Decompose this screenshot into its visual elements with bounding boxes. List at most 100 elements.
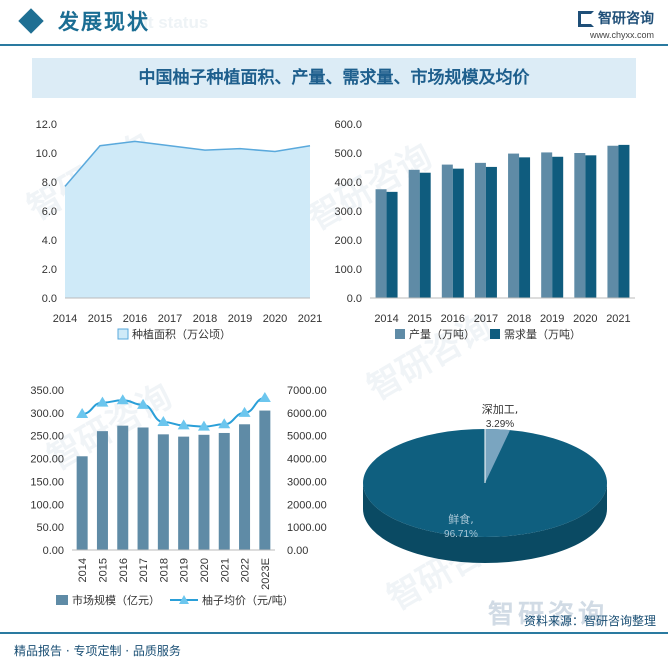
y-tick-label: 0.0: [42, 293, 57, 305]
x-tick-label: 2014: [374, 313, 398, 325]
x-tick-label: 2021: [606, 313, 630, 325]
y-tick-label-right: 5000.00: [287, 431, 327, 443]
bar: [508, 153, 520, 298]
bar: [419, 172, 431, 298]
bar: [552, 156, 564, 298]
pie-label-processing: 深加工,: [482, 403, 519, 416]
bar-market: [178, 436, 190, 550]
price-marker: [177, 419, 190, 430]
y-tick-label: 200.0: [334, 235, 362, 247]
y-tick-label-left: 100.00: [30, 499, 64, 511]
legend-label-market: 市场规模（亿元）: [72, 593, 160, 607]
combo-chart-market: 0.00 50.00 100.00 150.00 200.00 250.00 300.00 3…: [30, 385, 327, 607]
y-tick-label-left: 50.00: [36, 522, 64, 534]
chart-banner-title: 中国柚子种植面积、产量、需求量、市场规模及均价: [32, 58, 636, 98]
legend-label-demand: 需求量（万吨）: [504, 328, 581, 341]
price-marker: [258, 392, 271, 402]
price-marker: [197, 420, 210, 431]
diamond-icon: [18, 8, 44, 34]
x-tick-label: 2016: [123, 313, 147, 325]
bar: [519, 157, 531, 298]
y-tick-label: 8.0: [42, 177, 57, 189]
y-tick-label-right: 7000.00: [287, 385, 327, 397]
price-marker: [157, 416, 170, 426]
bar: [485, 166, 497, 298]
y-tick-label-right: 4000.00: [287, 454, 327, 466]
price-marker: [116, 394, 129, 405]
bar: [574, 153, 586, 298]
brand-logo-icon: [578, 11, 594, 27]
x-tick-label: 2014: [53, 313, 77, 325]
bar-market: [218, 432, 230, 550]
y-tick-label: 12.0: [36, 119, 57, 131]
y-tick-label: 500.0: [334, 148, 362, 160]
x-tick-label: 2017: [158, 313, 182, 325]
x-tick-label: 2020: [199, 558, 211, 582]
pie-side: [363, 483, 607, 563]
brand: 智研咨询 www.chyxx.com: [578, 8, 654, 40]
legend-label-area: 种植面积（万公顷）: [132, 327, 231, 341]
bar: [386, 191, 398, 298]
price-marker: [96, 396, 109, 407]
legend-label-production: 产量（万吨）: [409, 327, 475, 341]
legend-label-price: 柚子均价（元/吨）: [202, 593, 294, 607]
x-tick-label: 2016: [118, 558, 130, 582]
y-tick-label-right: 3000.00: [287, 476, 327, 488]
bar: [452, 168, 464, 298]
y-tick-label: 10.0: [36, 148, 57, 160]
price-line: [82, 397, 266, 428]
x-tick-label: 2015: [88, 313, 112, 325]
y-tick-label-left: 200.00: [30, 454, 64, 466]
area-line: [64, 140, 311, 187]
bar-market: [239, 424, 251, 550]
y-tick-label-right: 6000.00: [287, 408, 327, 420]
x-tick-label: 2017: [474, 313, 498, 325]
y-tick-label-left: 0.00: [43, 545, 64, 557]
pie-chart-usage: 深加工, 3.29% 鲜食, 96.71%: [363, 403, 607, 563]
price-marker: [238, 406, 251, 417]
y-tick-label: 0.0: [347, 293, 362, 305]
price-marker: [137, 398, 150, 409]
bar: [408, 169, 420, 298]
y-tick-label-left: 150.00: [30, 476, 64, 488]
brand-name: 智研咨询: [578, 8, 654, 28]
y-tick-label: 400.0: [334, 177, 362, 189]
x-tick-label: 2021: [298, 313, 322, 325]
bar-market: [137, 427, 149, 550]
header-rule: [0, 44, 668, 46]
legend-swatch-market: [56, 595, 68, 605]
price-marker: [76, 408, 89, 418]
y-tick-label-left: 250.00: [30, 431, 64, 443]
bar: [618, 144, 630, 298]
area-chart-planting: 0.0 2.0 4.0 6.0 8.0 10.0 12.0 2014 2015 2016 2017 2…: [36, 119, 323, 341]
y-tick-label-right: 0.00: [287, 545, 308, 557]
x-tick-label: 2016: [441, 313, 465, 325]
pie-label-fresh: 鲜食,: [448, 512, 474, 526]
y-tick-label-right: 2000.00: [287, 499, 327, 511]
x-tick-label: 2020: [263, 313, 287, 325]
x-tick-label: 2014: [77, 558, 89, 582]
page-footer: 智研咨询 资料来源：智研咨询整理 精品报告 · 专项定制 · 品质服务: [0, 600, 668, 666]
page-header: ent status 发展现状 智研咨询 www.chyxx.com: [0, 0, 668, 48]
y-tick-label: 100.0: [334, 264, 362, 276]
brand-url: www.chyxx.com: [589, 30, 654, 40]
bar-market: [157, 434, 169, 550]
x-tick-label: 2015: [97, 558, 109, 582]
legend-swatch-area: [117, 328, 129, 340]
x-tick-label: 2015: [407, 313, 431, 325]
legend-swatch-demand: [490, 329, 500, 339]
pie-slice-processing: [485, 429, 511, 483]
footer-slogan: 精品报告 · 专项定制 · 品质服务: [14, 644, 181, 658]
x-tick-label: 2018: [507, 313, 531, 325]
header-subtitle: ent status: [128, 13, 209, 32]
bar: [607, 145, 619, 298]
y-tick-label-right: 1000.00: [287, 522, 327, 534]
x-tick-label: 2021: [219, 558, 231, 582]
x-tick-label: 2018: [193, 313, 217, 325]
x-tick-label: 2017: [138, 558, 150, 582]
page-title: 发展现状: [58, 10, 150, 34]
bar-market: [76, 456, 88, 550]
bar: [541, 152, 553, 298]
bar-market: [259, 410, 271, 550]
y-tick-label-left: 350.00: [30, 385, 64, 397]
